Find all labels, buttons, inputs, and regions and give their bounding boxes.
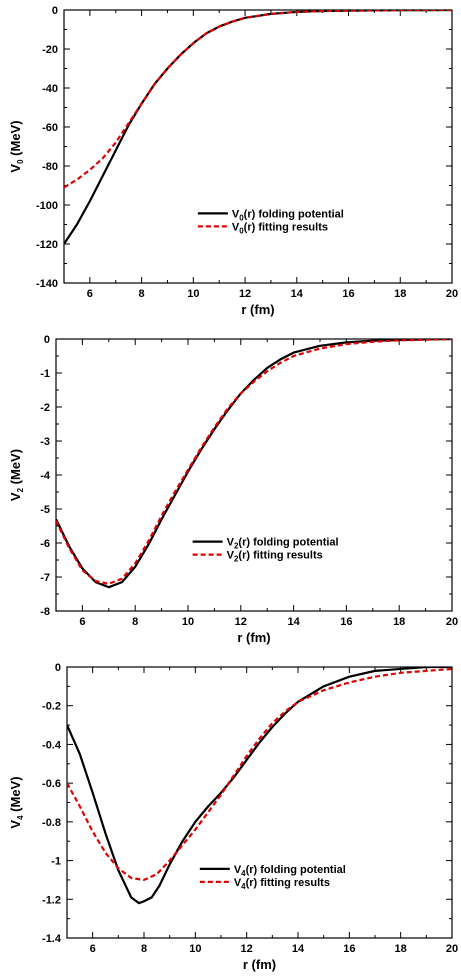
y-tick-label: -60 <box>42 122 58 134</box>
x-tick-label: 8 <box>132 616 138 628</box>
y-tick-label: -0.6 <box>42 778 61 790</box>
x-tick-label: 8 <box>139 288 145 300</box>
y-tick-label: -120 <box>36 239 58 251</box>
y-tick-label: -3 <box>40 436 50 448</box>
x-tick-label: 10 <box>182 616 194 628</box>
y-tick-label: -0.4 <box>42 739 62 751</box>
y-axis-title: V0 (MeV) <box>8 120 25 172</box>
y-tick-label: -0.2 <box>42 701 61 713</box>
x-tick-label: 18 <box>393 616 405 628</box>
y-tick-label: -6 <box>40 538 50 550</box>
y-tick-label: -1 <box>40 368 50 380</box>
chart-panel-0: 6 8 10 12 14 16 18 20 0 -20 -40 -60 -80 -100 -120 -140 r… <box>8 5 458 317</box>
y-tick-label: -5 <box>40 504 50 516</box>
y-tick-label: -2 <box>40 402 50 414</box>
x-tick-label: 10 <box>189 943 201 955</box>
x-tick-label: 6 <box>90 943 96 955</box>
y-tick-label: 0 <box>44 334 50 346</box>
x-tick-label: 16 <box>340 616 352 628</box>
x-tick-label: 16 <box>343 943 355 955</box>
x-tick-label: 20 <box>446 943 458 955</box>
y-tick-label: -1.2 <box>42 894 61 906</box>
y-tick-label: -7 <box>40 572 50 584</box>
y-axis-title: V2 (MeV) <box>8 449 25 501</box>
y-axis-title: V4 (MeV) <box>8 776 25 828</box>
y-tick-label: 0 <box>55 662 61 674</box>
plot-frame <box>63 9 453 284</box>
x-axis-title: r (fm) <box>237 630 270 645</box>
x-tick-label: 20 <box>446 616 458 628</box>
x-tick-label: 18 <box>395 943 407 955</box>
y-tick-label: -1.4 <box>42 933 62 945</box>
x-tick-label: 14 <box>287 616 300 628</box>
plot-frame <box>66 666 453 939</box>
y-tick-label: -1 <box>51 856 61 868</box>
legend-label: V2(r) fitting results <box>227 550 323 564</box>
x-tick-label: 10 <box>187 288 199 300</box>
legend-label: V2(r) folding potential <box>227 537 339 551</box>
y-tick-label: -40 <box>42 83 58 95</box>
y-tick-label: -20 <box>42 44 58 56</box>
x-tick-label: 12 <box>241 943 253 955</box>
legend-label: V4(r) fitting results <box>234 877 330 891</box>
x-tick-label: 14 <box>292 943 305 955</box>
x-tick-label: 14 <box>291 288 304 300</box>
x-tick-label: 18 <box>394 288 406 300</box>
x-tick-label: 16 <box>342 288 354 300</box>
x-axis-title: r (fm) <box>241 302 274 317</box>
y-tick-label: -0.8 <box>42 817 61 829</box>
legend-label: V0(r) folding potential <box>232 208 344 222</box>
chart-panel-2: 6 8 10 12 14 16 18 20 0 -0.2 -0.4 -0.6 -0.8 -1 -1.2 -1.… <box>8 662 458 972</box>
x-tick-label: 12 <box>235 616 247 628</box>
y-tick-label: -8 <box>40 606 50 618</box>
legend-label: V4(r) folding potential <box>234 864 346 878</box>
fitting-results-line <box>56 339 452 585</box>
x-axis-title: r (fm) <box>243 957 276 972</box>
x-tick-label: 6 <box>79 616 85 628</box>
y-tick-label: 0 <box>52 5 58 17</box>
x-tick-label: 12 <box>239 288 251 300</box>
legend-label: V0(r) fitting results <box>232 221 328 235</box>
y-tick-label: -4 <box>40 470 51 482</box>
y-tick-label: -80 <box>42 161 58 173</box>
x-tick-label: 6 <box>87 288 93 300</box>
x-tick-label: 8 <box>141 943 147 955</box>
y-tick-label: -100 <box>36 200 58 212</box>
chart-panel-1: 6 8 10 12 14 16 18 20 0 -1 -2 -3 -4 -5 -6 -7 -8 r (fm) V2 … <box>8 334 458 645</box>
x-tick-label: 20 <box>446 288 458 300</box>
fitting-results-line <box>67 667 452 882</box>
fitting-results-line <box>64 10 452 189</box>
folding-potential-line <box>67 667 452 905</box>
y-tick-label: -140 <box>36 278 58 290</box>
